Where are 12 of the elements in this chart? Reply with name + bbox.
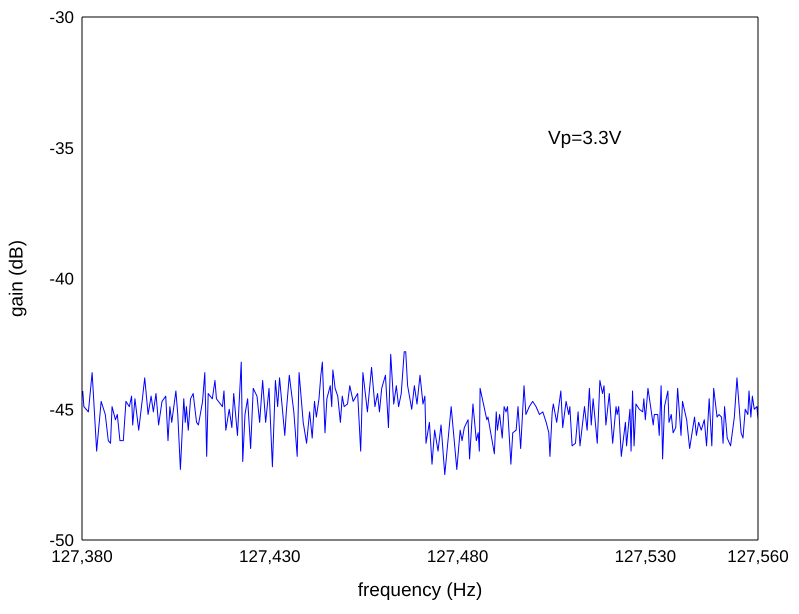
x-axis-title: frequency (Hz) <box>358 580 482 601</box>
annotation: Vp=3.3V <box>548 128 622 150</box>
y-tick-label: -45 <box>49 400 74 420</box>
y-tick-label: -40 <box>49 270 74 289</box>
x-tick-label: 127,560 <box>727 547 789 566</box>
x-tick-label: 127,480 <box>426 547 488 566</box>
y-axis-title: gain (dB) <box>6 240 28 318</box>
y-tick-label: -30 <box>49 8 74 28</box>
x-tick-label: 127,530 <box>614 547 676 566</box>
y-tick-label: -35 <box>49 138 74 158</box>
x-tick-label: 127,430 <box>239 547 301 566</box>
line-series <box>82 351 758 476</box>
